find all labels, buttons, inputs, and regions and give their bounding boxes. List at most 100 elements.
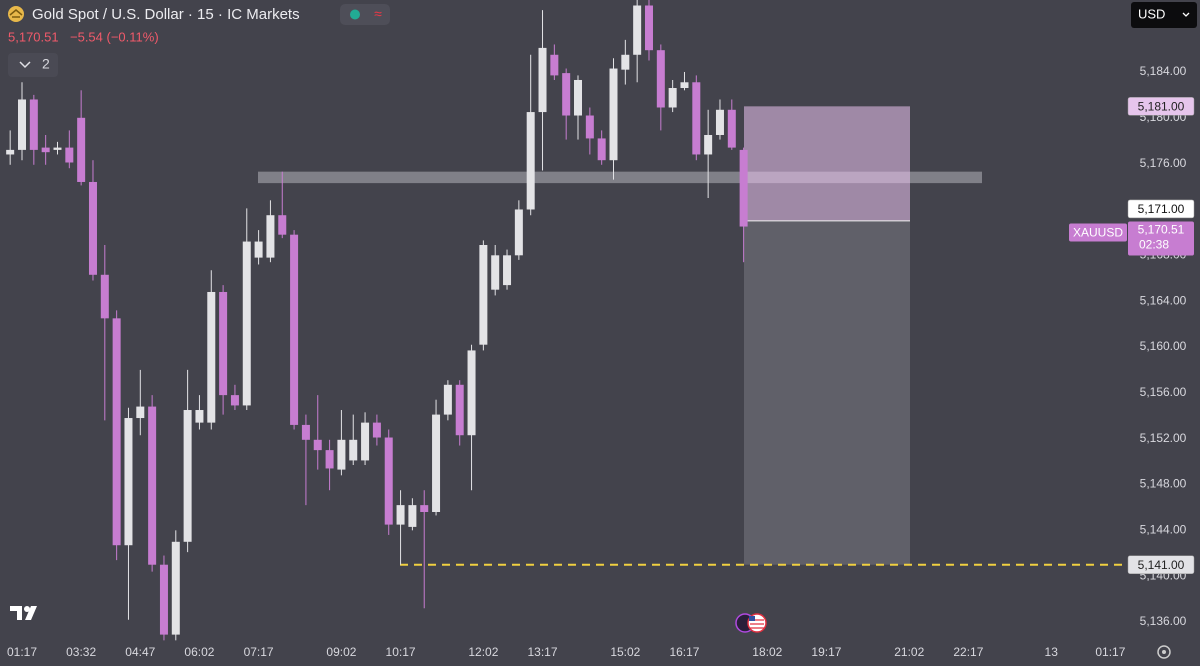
x-tick-label: 22:17 (953, 645, 983, 659)
y-tick-label: 5,184.00 (1140, 64, 1187, 78)
y-tick-label: 5,136.00 (1140, 614, 1187, 628)
candle-body (254, 241, 263, 258)
candle-body (538, 47, 547, 113)
candle-body (727, 109, 736, 148)
x-tick-label: 21:02 (894, 645, 924, 659)
candle-body (207, 291, 216, 423)
candle-body (171, 541, 180, 635)
x-tick-label: 13 (1045, 645, 1059, 659)
symbol-tag: XAUUSD (1073, 226, 1123, 240)
candle-body (585, 115, 594, 139)
candle-body (112, 318, 121, 546)
candle-body (29, 99, 38, 150)
candle-body (491, 255, 500, 290)
candle-body (680, 82, 689, 89)
candle-body (88, 181, 97, 275)
y-tick-label: 5,148.00 (1140, 477, 1187, 491)
candle-body (432, 414, 441, 512)
countdown: 02:38 (1139, 238, 1169, 252)
candle-body (278, 215, 287, 235)
entry-price-tag: 5,171.00 (1138, 202, 1185, 216)
candle-body (65, 147, 74, 163)
candle-body (301, 424, 310, 440)
candle-body (621, 54, 630, 70)
candle-body (503, 255, 512, 286)
price-change: −5.54 (−0.11%) (70, 29, 159, 44)
y-tick-label: 5,152.00 (1140, 431, 1187, 445)
x-tick-label: 16:17 (669, 645, 699, 659)
x-tick-label: 18:02 (752, 645, 782, 659)
candle-body (290, 234, 299, 425)
candle-body (124, 418, 133, 546)
candle-body (609, 68, 618, 161)
plot-area (6, 0, 1127, 641)
candle-body (361, 422, 370, 461)
candle-body (692, 82, 701, 155)
settings-icon-center (1162, 650, 1166, 654)
candle-body (704, 134, 713, 155)
candle-body (644, 5, 653, 51)
indicator-toggle[interactable] (8, 53, 58, 77)
candle-body (219, 291, 228, 396)
candle-body (325, 450, 334, 469)
x-tick-label: 19:17 (811, 645, 841, 659)
stop-price-tag-bg (1127, 97, 1195, 116)
x-tick-label: 07:17 (244, 645, 274, 659)
x-tick-label: 03:32 (66, 645, 96, 659)
candle-body (668, 88, 677, 108)
support-zone (258, 171, 982, 184)
entry-price-tag-bg (1127, 199, 1195, 219)
candle-body (159, 564, 168, 635)
symbol-tag-bg (1069, 223, 1127, 242)
candle-body (77, 117, 86, 182)
candle-body (526, 112, 535, 210)
candle-body (550, 54, 559, 76)
dropdown-icon (1182, 12, 1190, 17)
candle-body (574, 79, 583, 116)
candle-body (183, 410, 192, 542)
y-tick-label: 5,164.00 (1140, 293, 1187, 307)
stop-region (744, 106, 910, 221)
candle-body (41, 147, 50, 153)
candle-body (455, 384, 464, 436)
last-price-tag: 5,170.51 (1138, 223, 1185, 237)
candle-body (656, 50, 665, 108)
tradingview-logo (10, 606, 37, 620)
candle-body (633, 5, 642, 55)
candle-body (467, 350, 476, 436)
settings-icon[interactable] (1157, 645, 1171, 659)
x-tick-label: 06:02 (184, 645, 214, 659)
candle-body (384, 437, 393, 525)
market-open-dot (350, 9, 360, 20)
x-tick-label: 13:17 (528, 645, 558, 659)
candle-body (266, 215, 275, 258)
candle-body (479, 244, 488, 345)
indicator-count: 2 (42, 56, 50, 72)
y-tick-label: 5,156.00 (1140, 385, 1187, 399)
last-price-tag-bg (1128, 221, 1194, 256)
currency-select[interactable] (1131, 2, 1197, 28)
candle-body (18, 99, 26, 150)
target-price-tag: 5,141.00 (1138, 558, 1185, 572)
y-tick-label: 5,176.00 (1140, 156, 1187, 170)
candle-body (195, 410, 204, 423)
candle-body (136, 406, 145, 419)
candle-body (420, 505, 429, 512)
candle-body (739, 149, 748, 227)
candle-body (597, 138, 606, 161)
last-price: 5,170.51 (8, 29, 59, 44)
candle-body (6, 149, 15, 155)
y-tick-label: 5,160.00 (1140, 339, 1187, 353)
status-badges (340, 4, 390, 25)
x-tick-label: 12:02 (468, 645, 498, 659)
symbol-logo-mark (9, 9, 23, 18)
x-tick-label: 10:17 (386, 645, 416, 659)
flag-canton (749, 616, 755, 621)
symbol-logo (8, 6, 24, 22)
data-delay-icon: ≈ (374, 6, 382, 22)
candle-body (242, 241, 251, 406)
candle-body (562, 73, 571, 116)
x-tick-label: 04:47 (125, 645, 155, 659)
